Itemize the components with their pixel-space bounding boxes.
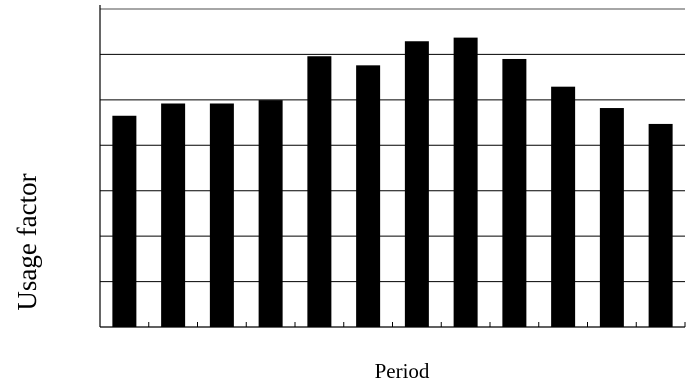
bar [502,58,527,327]
bar [404,41,429,328]
bar [356,65,381,328]
bar [453,37,478,328]
axes [99,5,686,328]
bar [161,103,186,328]
bars [112,37,673,328]
bar [648,123,673,327]
gridlines [100,8,685,283]
y-axis-label: Usage factor [12,173,42,310]
bar [209,103,234,328]
bar [112,115,137,327]
bar [307,56,332,327]
bar [599,108,624,327]
x-axis-label: Period [375,359,430,383]
bar [258,100,283,327]
bar [551,86,576,327]
